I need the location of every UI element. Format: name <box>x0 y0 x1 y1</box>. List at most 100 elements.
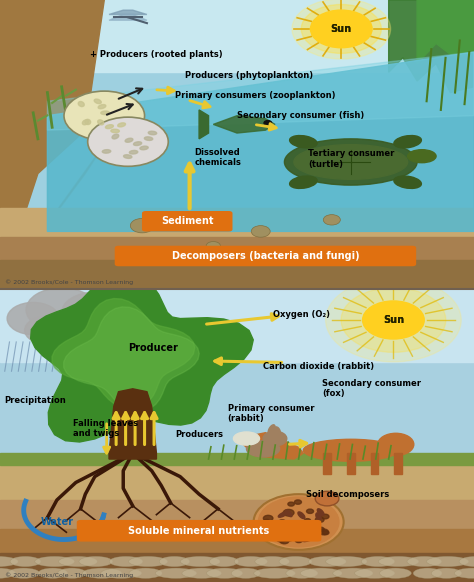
Text: Sun: Sun <box>331 24 352 34</box>
Ellipse shape <box>101 568 141 579</box>
Ellipse shape <box>129 150 138 154</box>
Polygon shape <box>109 10 147 15</box>
Ellipse shape <box>279 556 311 567</box>
Ellipse shape <box>317 509 324 516</box>
Circle shape <box>263 519 270 524</box>
Ellipse shape <box>94 99 101 104</box>
Ellipse shape <box>0 568 15 579</box>
Text: Sediment: Sediment <box>161 217 213 226</box>
Ellipse shape <box>246 441 280 457</box>
Ellipse shape <box>378 556 419 567</box>
Ellipse shape <box>254 568 295 579</box>
Ellipse shape <box>407 556 441 567</box>
Text: Producer: Producer <box>128 343 178 353</box>
Bar <box>371 453 378 474</box>
Ellipse shape <box>394 176 421 189</box>
Text: Sun: Sun <box>383 315 404 325</box>
Circle shape <box>264 515 273 521</box>
Text: Water: Water <box>40 517 73 527</box>
Text: Oxygen (O₂): Oxygen (O₂) <box>273 310 329 318</box>
Ellipse shape <box>134 142 142 146</box>
Bar <box>0 500 474 582</box>
Ellipse shape <box>290 176 317 189</box>
Polygon shape <box>199 110 209 139</box>
Ellipse shape <box>284 139 417 185</box>
Ellipse shape <box>408 150 436 163</box>
FancyBboxPatch shape <box>77 520 321 542</box>
Ellipse shape <box>302 537 313 542</box>
Ellipse shape <box>459 556 474 567</box>
Ellipse shape <box>125 138 133 142</box>
Polygon shape <box>109 15 147 20</box>
Circle shape <box>363 301 424 339</box>
Text: Dissolved
chemicals: Dissolved chemicals <box>194 148 241 168</box>
Circle shape <box>315 517 324 523</box>
Bar <box>0 289 474 363</box>
Ellipse shape <box>101 111 109 115</box>
Circle shape <box>321 514 329 519</box>
FancyBboxPatch shape <box>142 211 232 232</box>
Ellipse shape <box>182 568 221 579</box>
Bar <box>0 208 474 289</box>
Circle shape <box>251 226 270 237</box>
Ellipse shape <box>118 123 126 127</box>
Text: Primary consumers (zooplankton): Primary consumers (zooplankton) <box>175 91 336 100</box>
Circle shape <box>283 534 293 541</box>
Ellipse shape <box>285 510 292 517</box>
Circle shape <box>303 533 313 538</box>
Circle shape <box>288 502 294 506</box>
Circle shape <box>263 431 287 446</box>
Circle shape <box>295 538 302 542</box>
Ellipse shape <box>333 568 373 579</box>
Text: Secondary consumer
(fox): Secondary consumer (fox) <box>322 379 421 399</box>
Text: Precipitation: Precipitation <box>5 396 66 405</box>
Ellipse shape <box>109 556 143 567</box>
Ellipse shape <box>300 568 342 579</box>
Ellipse shape <box>145 137 153 140</box>
Circle shape <box>25 316 70 345</box>
Polygon shape <box>0 0 104 289</box>
Text: Sun: Sun <box>383 315 404 325</box>
Polygon shape <box>389 0 474 93</box>
Text: Primary consumer
(rabbit): Primary consumer (rabbit) <box>228 404 314 423</box>
Circle shape <box>283 509 294 516</box>
Ellipse shape <box>326 556 367 567</box>
Ellipse shape <box>140 146 148 150</box>
Polygon shape <box>109 389 156 459</box>
Circle shape <box>96 304 151 339</box>
Ellipse shape <box>380 568 411 579</box>
Bar <box>323 453 331 474</box>
Ellipse shape <box>112 134 119 139</box>
Ellipse shape <box>85 119 91 125</box>
Ellipse shape <box>255 556 289 567</box>
Circle shape <box>301 5 381 54</box>
Text: Soil decomposers: Soil decomposers <box>306 489 389 499</box>
Ellipse shape <box>294 145 408 179</box>
Ellipse shape <box>278 512 288 517</box>
Circle shape <box>304 519 310 523</box>
Text: Secondary consumer (fish): Secondary consumer (fish) <box>237 111 364 120</box>
Text: © 2002 Brooks/Cole - Thomson Learning: © 2002 Brooks/Cole - Thomson Learning <box>5 279 133 285</box>
Ellipse shape <box>299 537 310 541</box>
Circle shape <box>264 120 272 125</box>
Ellipse shape <box>124 155 132 158</box>
Circle shape <box>88 117 168 166</box>
Circle shape <box>292 0 391 59</box>
Circle shape <box>130 218 154 233</box>
Text: Decomposers (bacteria and fungi): Decomposers (bacteria and fungi) <box>172 251 359 261</box>
Ellipse shape <box>181 556 220 567</box>
Ellipse shape <box>79 556 112 567</box>
Polygon shape <box>64 307 199 411</box>
Circle shape <box>59 311 111 343</box>
Circle shape <box>315 491 339 506</box>
Circle shape <box>318 527 324 531</box>
Ellipse shape <box>286 568 318 579</box>
Bar <box>394 453 402 474</box>
Circle shape <box>323 215 340 225</box>
Text: © 2002 Brooks/Cole - Thomson Learning: © 2002 Brooks/Cole - Thomson Learning <box>5 572 133 577</box>
Ellipse shape <box>303 439 398 462</box>
Ellipse shape <box>234 556 267 567</box>
Ellipse shape <box>8 568 40 579</box>
Polygon shape <box>417 0 474 63</box>
Circle shape <box>206 242 220 250</box>
